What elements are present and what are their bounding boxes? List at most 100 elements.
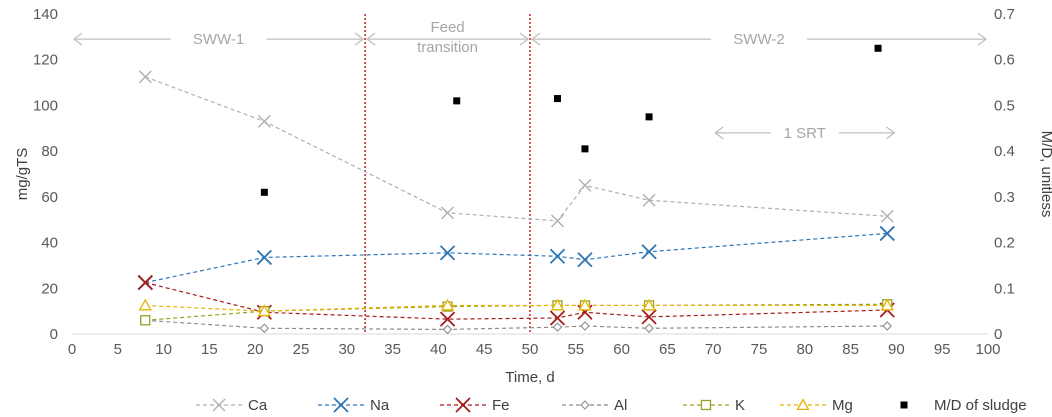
point-mg: [440, 298, 455, 311]
point-na: [879, 225, 895, 242]
y2-tick-label: 0.3: [994, 189, 1015, 206]
series-m-d-of-sludge: [260, 44, 882, 196]
legend-marker-al: [580, 400, 590, 410]
x-tick-label: 15: [201, 341, 218, 358]
arrow-srt-head-left: [714, 126, 724, 140]
legend-item-fe: Fe: [440, 397, 510, 414]
legend-marker-mg: [796, 398, 810, 411]
annotation-sww2: SWW-2: [733, 31, 784, 48]
arrow-feed-head-right: [519, 32, 530, 46]
point-ca: [550, 214, 564, 228]
x-tick-label: 85: [842, 341, 859, 358]
series-ca: [138, 70, 894, 228]
point-m-d-of-sludge: [581, 145, 589, 153]
point-na: [439, 245, 456, 261]
legend-label-k: K: [735, 397, 745, 414]
legend-label-mg: Mg: [832, 397, 853, 414]
legend-item-na: Na: [318, 397, 390, 414]
point-al: [552, 322, 563, 332]
point-na: [641, 244, 657, 260]
point-al: [580, 321, 590, 331]
y-tick-label: 0: [50, 326, 58, 343]
y2-tick-label: 0.7: [994, 6, 1015, 23]
y2-tick-label: 0: [994, 326, 1002, 343]
point-mg: [257, 304, 271, 317]
x-tick-label: 45: [476, 341, 493, 358]
point-na: [577, 252, 593, 268]
x-tick-label: 5: [114, 341, 122, 358]
point-mg: [642, 298, 656, 311]
x-tick-label: 80: [796, 341, 813, 358]
point-m-d-of-sludge: [645, 113, 653, 121]
point-na: [256, 249, 272, 266]
legend-marker-k: [700, 399, 712, 411]
y-tick-label: 40: [41, 235, 58, 252]
x-tick-label: 95: [934, 341, 951, 358]
phase-boundaries: [364, 14, 531, 334]
arrow-sww1-head-right: [354, 32, 365, 46]
legend-marker-na: [333, 397, 349, 413]
annotation-transition: transition: [417, 39, 478, 56]
arrow-srt-head-right: [886, 126, 896, 140]
legend-item-al: Al: [562, 397, 627, 414]
x-tick-label: 55: [567, 341, 584, 358]
legend-item-mg: Mg: [780, 397, 853, 414]
x-tick-label: 50: [522, 341, 539, 358]
annotation-feed: Feed: [430, 19, 464, 36]
point-m-d-of-sludge: [260, 188, 268, 196]
series-k: [140, 299, 893, 326]
legend-marker-fe: [455, 397, 471, 413]
series-mg: [138, 298, 894, 317]
annotation-srt: 1 SRT: [784, 125, 826, 142]
series-line-ca: [145, 76, 888, 222]
legend: Ca Na Fe Al K Mg M/D of sludge: [196, 397, 1027, 414]
y-tick-label: 60: [41, 189, 58, 206]
point-m-d-of-sludge: [553, 95, 561, 103]
annotation-sww1: SWW-1: [193, 31, 244, 48]
series-group: [137, 44, 895, 335]
point-mg: [138, 298, 152, 311]
x-tick-label: 35: [384, 341, 401, 358]
point-na: [549, 248, 566, 264]
point-ca: [880, 209, 894, 223]
x-tick-label: 30: [338, 341, 355, 358]
point-al: [882, 321, 893, 331]
legend-item-m-d-of-sludge: M/D of sludge: [900, 397, 1027, 414]
point-ca: [257, 114, 271, 128]
series-line-al: [145, 319, 888, 331]
point-k: [140, 315, 151, 326]
y-tick-label: 100: [33, 97, 58, 114]
series-line-na: [145, 232, 888, 284]
y-tick-label: 80: [41, 143, 58, 160]
legend-label-ca: Ca: [248, 397, 268, 414]
y-tick-label: 140: [33, 6, 58, 23]
point-fe: [439, 311, 456, 327]
legend-label-m-d-of-sludge: M/D of sludge: [934, 397, 1027, 414]
series-line-fe: [145, 281, 888, 320]
phase-annotations: SWW-1 Feed transition SWW-2 1 SRT: [72, 19, 988, 142]
legend-label-fe: Fe: [492, 397, 510, 414]
point-ca: [441, 206, 455, 220]
point-m-d-of-sludge: [874, 44, 882, 52]
point-al: [442, 324, 453, 335]
legend-marker-m-d-of-sludge: [900, 401, 908, 409]
series-fe: [137, 274, 895, 327]
y-axis-title: mg/gTS: [14, 148, 31, 201]
point-al: [644, 323, 654, 334]
legend-marker-ca: [212, 398, 226, 412]
x-tick-label: 65: [659, 341, 676, 358]
point-fe: [137, 274, 153, 291]
y-tick-label: 120: [33, 52, 58, 69]
legend-label-al: Al: [614, 397, 627, 414]
point-mg: [550, 298, 565, 311]
point-m-d-of-sludge: [453, 97, 461, 105]
series-na: [137, 225, 895, 291]
y2-axis-title: M/D, unitless: [1038, 131, 1052, 218]
tick-labels: 0 5 10 15 20 25 30 35 40 45 50 55 60 65 70 75 80 85 90 95 10…: [33, 6, 1015, 358]
arrow-feed-head-left: [366, 32, 376, 46]
x-tick-label: 100: [975, 341, 1000, 358]
point-mg: [578, 298, 592, 311]
x-tick-label: 40: [430, 341, 447, 358]
y-tick-label: 20: [41, 280, 58, 297]
